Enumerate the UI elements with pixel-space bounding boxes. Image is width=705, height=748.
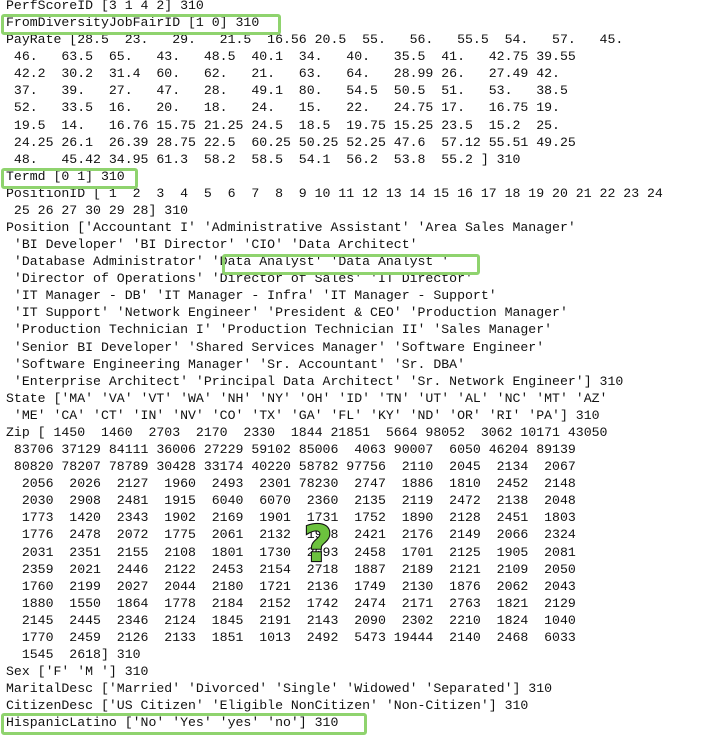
output-line: Sex ['F' 'M '] 310 xyxy=(6,664,149,680)
output-line: Termd [0 1] 310 xyxy=(6,168,125,184)
output-line: 'Software Engineering Manager' 'Sr. Acco… xyxy=(6,356,465,372)
output-line: FromDiversityJobFairID [1 0] 310 xyxy=(6,15,260,31)
output-line: 2359 2021 2446 2122 2453 2154 2718 1887 … xyxy=(6,561,576,577)
output-line: Zip [ 1450 1460 2703 2170 2330 1844 2185… xyxy=(6,424,608,440)
output-line: 'IT Manager - DB' 'IT Manager - Infra' '… xyxy=(6,288,497,304)
output-line: 1880 1550 1864 1778 2184 2152 1742 2474 … xyxy=(6,595,576,611)
output-line: 1773 1420 2343 1902 2169 1901 1731 1752 … xyxy=(6,510,576,526)
output-line: 2030 2908 2481 1915 6040 6070 2360 2135 … xyxy=(6,493,576,509)
output-line: 83706 37129 84111 36006 27229 59102 8500… xyxy=(6,442,576,458)
output-line: PositionID [ 1 2 3 4 5 6 7 8 9 10 11 12 … xyxy=(6,185,663,201)
output-line: CitizenDesc ['US Citizen' 'Eligible NonC… xyxy=(6,698,529,714)
output-line: 'Senior BI Developer' 'Shared Services M… xyxy=(6,339,545,355)
output-line: 52. 33.5 16. 20. 18. 24. 15. 22. 24.75 1… xyxy=(6,100,560,116)
output-line: Position ['Accountant I' 'Administrative… xyxy=(6,220,576,236)
output-line: 25 26 27 30 29 28] 310 xyxy=(6,202,189,218)
output-line xyxy=(6,731,704,748)
output-line: 'ME' 'CA' 'CT' 'IN' 'NV' 'CO' 'TX' 'GA' … xyxy=(6,407,600,423)
output-line: 24.25 26.1 26.39 28.75 22.5 60.25 50.25 … xyxy=(6,134,576,150)
svg-text:?: ? xyxy=(303,518,332,568)
output-line: 2056 2026 2127 1960 2493 2301 78230 2747… xyxy=(6,476,576,492)
output-line: 46. 63.5 65. 43. 48.5 40.1 34. 40. 35.5 … xyxy=(6,49,576,65)
output-line: 1545 2618] 310 xyxy=(6,646,141,662)
output-line: 'Enterprise Architect' 'Principal Data A… xyxy=(6,373,624,389)
output-line: 80820 78207 78789 30428 33174 40220 5878… xyxy=(6,459,576,475)
output-line: 'BI Developer' 'BI Director' 'CIO' 'Data… xyxy=(6,237,418,253)
output-line: 1770 2459 2126 2133 1851 1013 2492 5473 … xyxy=(6,629,576,645)
question-mark-icon: ? xyxy=(302,518,333,568)
output-line: 'Director of Operations' 'Director of Sa… xyxy=(6,271,473,287)
output-line: 1760 2199 2027 2044 2180 1721 2136 1749 … xyxy=(6,578,576,594)
output-line: MaritalDesc ['Married' 'Divorced' 'Singl… xyxy=(6,681,553,697)
output-line: PerfScoreID [3 1 4 2] 310 xyxy=(6,0,204,13)
terminal-output: PerfScoreID [3 1 4 2] 310 FromDiversityJ… xyxy=(6,0,704,748)
output-line: 'Production Technician I' 'Production Te… xyxy=(6,322,553,338)
output-line: 'IT Support' 'Network Engineer' 'Preside… xyxy=(6,305,568,321)
output-line: 2145 2445 2346 2124 1845 2191 2143 2090 … xyxy=(6,612,576,628)
output-line: PayRate [28.5 23. 29. 21.5 16.56 20.5 55… xyxy=(6,32,624,48)
output-line: 37. 39. 27. 47. 28. 49.1 80. 54.5 50.5 5… xyxy=(6,83,568,99)
output-line: 48. 45.42 34.95 61.3 58.2 58.5 54.1 56.2… xyxy=(6,151,521,167)
output-line: HispanicLatino ['No' 'Yes' 'yes' 'no'] 3… xyxy=(6,715,339,731)
output-line: 'Database Administrator' 'Data Analyst' … xyxy=(6,254,450,270)
output-line: 19.5 14. 16.76 15.75 21.25 24.5 18.5 19.… xyxy=(6,117,560,133)
output-line: 42.2 30.2 31.4 60. 62. 21. 63. 64. 28.99… xyxy=(6,66,560,82)
output-line: State ['MA' 'VA' 'VT' 'WA' 'NH' 'NY' 'OH… xyxy=(6,390,608,406)
output-line: 1776 2478 2072 1775 2061 2132 1938 2421 … xyxy=(6,527,576,543)
output-line: 2031 2351 2155 2108 1801 1730 2093 2458 … xyxy=(6,544,576,560)
